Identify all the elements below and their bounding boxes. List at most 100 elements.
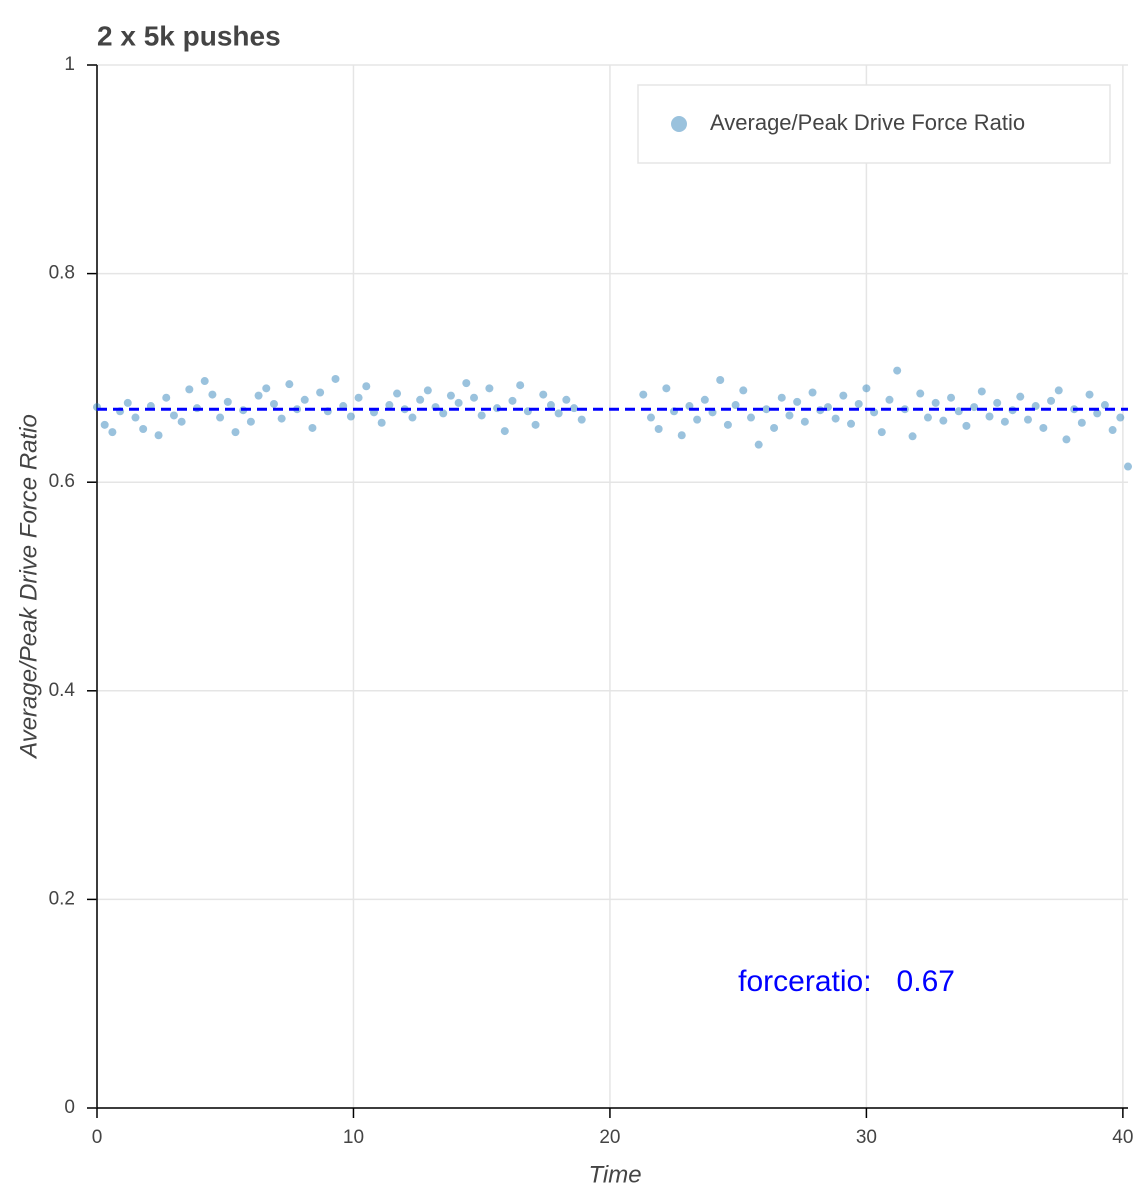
point bbox=[893, 366, 902, 375]
point bbox=[1023, 415, 1032, 424]
point bbox=[346, 412, 355, 421]
point bbox=[554, 409, 563, 418]
y-tick-label: 1 bbox=[64, 54, 75, 75]
point bbox=[754, 440, 763, 449]
point bbox=[416, 395, 425, 404]
point bbox=[1100, 401, 1109, 410]
point bbox=[439, 409, 448, 418]
point bbox=[500, 427, 509, 436]
x-tick-label: 40 bbox=[1112, 1127, 1133, 1148]
point bbox=[962, 421, 971, 430]
point bbox=[300, 395, 309, 404]
legend-label: Average/Peak Drive Force Ratio bbox=[710, 110, 1025, 135]
point bbox=[177, 417, 186, 426]
point bbox=[277, 414, 286, 423]
x-axis-label: Time bbox=[588, 1161, 641, 1188]
point bbox=[839, 391, 848, 400]
point bbox=[269, 399, 278, 408]
point bbox=[162, 393, 171, 402]
point bbox=[531, 420, 540, 429]
point bbox=[154, 431, 163, 440]
point bbox=[770, 423, 779, 432]
point bbox=[777, 393, 786, 402]
point bbox=[354, 393, 363, 402]
y-tick-label: 0.4 bbox=[49, 680, 76, 701]
point bbox=[862, 384, 871, 393]
point bbox=[462, 379, 471, 388]
point bbox=[123, 398, 132, 407]
point bbox=[646, 413, 655, 422]
point bbox=[800, 417, 809, 426]
point bbox=[1062, 435, 1071, 444]
point bbox=[831, 414, 840, 423]
point bbox=[508, 396, 517, 405]
point bbox=[1085, 390, 1094, 399]
point bbox=[1093, 409, 1102, 418]
y-axis-label: Average/Peak Drive Force Ratio bbox=[15, 414, 42, 760]
point bbox=[577, 415, 586, 424]
point bbox=[316, 388, 325, 397]
point bbox=[639, 390, 648, 399]
point bbox=[216, 413, 225, 422]
point bbox=[931, 398, 940, 407]
point bbox=[854, 399, 863, 408]
x-tick-label: 10 bbox=[343, 1127, 364, 1148]
point bbox=[108, 428, 117, 437]
point bbox=[546, 401, 555, 410]
point bbox=[408, 413, 417, 422]
point bbox=[454, 398, 463, 407]
point bbox=[954, 407, 963, 416]
x-tick-label: 30 bbox=[856, 1127, 877, 1148]
point bbox=[485, 384, 494, 393]
point bbox=[970, 403, 979, 412]
point bbox=[131, 413, 140, 422]
point bbox=[393, 389, 402, 398]
point bbox=[331, 374, 340, 383]
point bbox=[139, 425, 148, 434]
point bbox=[446, 391, 455, 400]
point bbox=[993, 398, 1002, 407]
point bbox=[1116, 413, 1125, 422]
point bbox=[731, 401, 740, 410]
annotation: forceratio: 0.67 bbox=[738, 965, 955, 998]
point bbox=[947, 393, 956, 402]
legend-box bbox=[637, 84, 1111, 164]
point bbox=[208, 390, 217, 399]
y-tick-label: 0.8 bbox=[49, 263, 75, 284]
point bbox=[693, 415, 702, 424]
point bbox=[1000, 417, 1009, 426]
point bbox=[100, 420, 109, 429]
x-tick-label: 20 bbox=[599, 1127, 620, 1148]
chart-title: 2 x 5k pushes bbox=[97, 20, 281, 51]
point bbox=[377, 418, 386, 427]
point bbox=[185, 385, 194, 394]
point bbox=[254, 391, 263, 400]
y-tick-label: 0.6 bbox=[49, 471, 75, 492]
point bbox=[1077, 418, 1086, 427]
point bbox=[1039, 423, 1048, 432]
point bbox=[762, 405, 771, 414]
point bbox=[470, 393, 479, 402]
point bbox=[985, 412, 994, 421]
point bbox=[793, 397, 802, 406]
point bbox=[654, 425, 663, 434]
point bbox=[1016, 392, 1025, 401]
point bbox=[847, 419, 856, 428]
point bbox=[1124, 462, 1132, 471]
legend-marker bbox=[671, 116, 687, 132]
point bbox=[739, 386, 748, 395]
point bbox=[1054, 386, 1063, 395]
point bbox=[785, 411, 794, 420]
point bbox=[877, 428, 886, 437]
point bbox=[516, 381, 525, 390]
point bbox=[885, 395, 894, 404]
point bbox=[662, 384, 671, 393]
point bbox=[385, 401, 394, 410]
point bbox=[716, 375, 725, 384]
point bbox=[285, 380, 294, 389]
point bbox=[977, 387, 986, 396]
point bbox=[262, 384, 271, 393]
point bbox=[677, 431, 686, 440]
point bbox=[477, 411, 486, 420]
